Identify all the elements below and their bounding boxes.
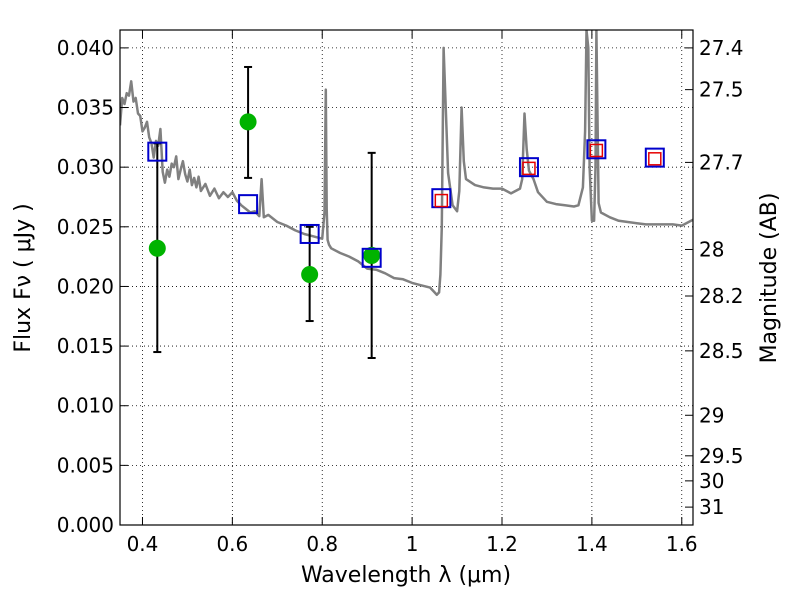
- y-tick-label: 0.020: [57, 274, 114, 298]
- x-tick-label: 0.8: [306, 532, 338, 556]
- observed-point: [301, 266, 319, 284]
- observed-point: [239, 113, 257, 131]
- right-tick-label: 28: [699, 237, 724, 261]
- model-point: [147, 141, 168, 162]
- y-axis-title: Flux Fν ( μJy ): [11, 203, 36, 352]
- observed-point: [363, 246, 381, 264]
- x-tick-label: 1.2: [486, 532, 518, 556]
- x-tick-label: 1.4: [576, 532, 608, 556]
- axis-ticks: 0.4 0.6 0.8 1 1.2 1.4 1.6 0.000 0.005 0.010 0.015 0…: [57, 30, 744, 556]
- y-tick-label: 0.035: [57, 96, 114, 120]
- right-tick-label: 29.5: [699, 444, 744, 468]
- right-tick-label: 30: [699, 469, 724, 493]
- right-tick-label: 28.5: [699, 339, 744, 363]
- right-axis-title: Magnitude (AB): [757, 193, 782, 364]
- y-tick-label: 0.040: [57, 36, 114, 60]
- right-tick-label: 27.7: [699, 150, 744, 174]
- model-point-inner: [589, 143, 604, 158]
- x-axis-title: Wavelength λ (μm): [301, 563, 511, 588]
- right-tick-label: 27.5: [699, 78, 744, 102]
- model-point: [644, 147, 665, 168]
- right-tick-label: 31: [699, 495, 724, 519]
- right-tick-label: 28.2: [699, 284, 744, 308]
- model-point-inner: [434, 193, 449, 208]
- model-point: [299, 223, 320, 244]
- y-tick-label: 0.025: [57, 215, 114, 239]
- plot-data: [120, 30, 693, 360]
- x-tick-label: 1.6: [666, 532, 698, 556]
- grid: [120, 30, 693, 526]
- spectrum-line: [120, 30, 693, 297]
- y-tick-label: 0.005: [57, 453, 114, 477]
- x-tick-label: 0.4: [127, 532, 159, 556]
- observed-point: [148, 239, 166, 257]
- right-tick-label: 27.4: [699, 36, 744, 60]
- y-tick-label: 0.015: [57, 334, 114, 358]
- y-tick-label: 0.030: [57, 155, 114, 179]
- y-tick-label: 0.010: [57, 394, 114, 418]
- plot-frame: [119, 29, 694, 526]
- model-point: [586, 139, 607, 160]
- model-point: [361, 247, 382, 268]
- y-tick-label: 0.000: [57, 513, 114, 537]
- model-point-inner: [522, 161, 536, 176]
- right-tick-label: 29: [699, 403, 724, 427]
- model-point: [518, 157, 539, 178]
- x-tick-label: 1: [406, 532, 419, 556]
- x-tick-label: 0.6: [216, 532, 248, 556]
- model-point: [238, 194, 259, 215]
- model-point-inner: [648, 152, 662, 166]
